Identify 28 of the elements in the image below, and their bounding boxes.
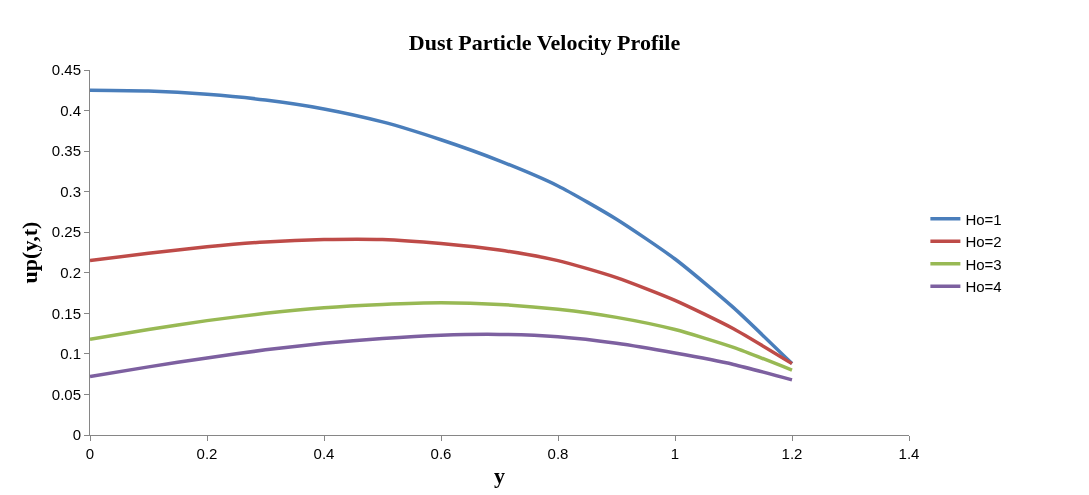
x-axis-title: y [494,462,505,488]
y-tick-label: 0.2 [60,264,81,282]
line-series [90,301,794,372]
line-series [90,237,794,366]
y-tick-label: 0.05 [51,385,81,403]
y-tick-label: 0.3 [60,182,81,200]
legend-label: Ho=3 [965,255,1002,273]
x-tick-label: 0 [85,445,95,462]
x-tick-label: 1.2 [781,445,803,462]
y-tick-label: 0.15 [51,304,81,322]
x-tick-label: 0.6 [430,445,452,462]
y-tick-label: 0.25 [51,223,81,241]
y-tick-label: 0.1 [60,345,81,363]
x-tick-label: 0.2 [196,445,218,462]
x-tick-label: 1.4 [898,445,920,462]
y-tick-label: 0 [72,426,81,444]
y-tick-label: 0.4 [60,101,81,119]
y-tick-label: 0.35 [51,142,81,160]
legend-label: Ho=1 [965,210,1002,228]
y-tick-label: 0.45 [51,61,81,79]
x-tick-label: 0.8 [547,445,569,462]
legend-label: Ho=2 [965,233,1002,251]
chart-title: Dust Particle Velocity Profile [408,30,681,56]
legend-label: Ho=4 [965,278,1002,296]
line-series [90,332,794,382]
x-tick-label: 1 [670,445,680,462]
y-axis-title: up(y,t) [16,221,42,284]
x-tick-label: 0.4 [313,445,335,462]
